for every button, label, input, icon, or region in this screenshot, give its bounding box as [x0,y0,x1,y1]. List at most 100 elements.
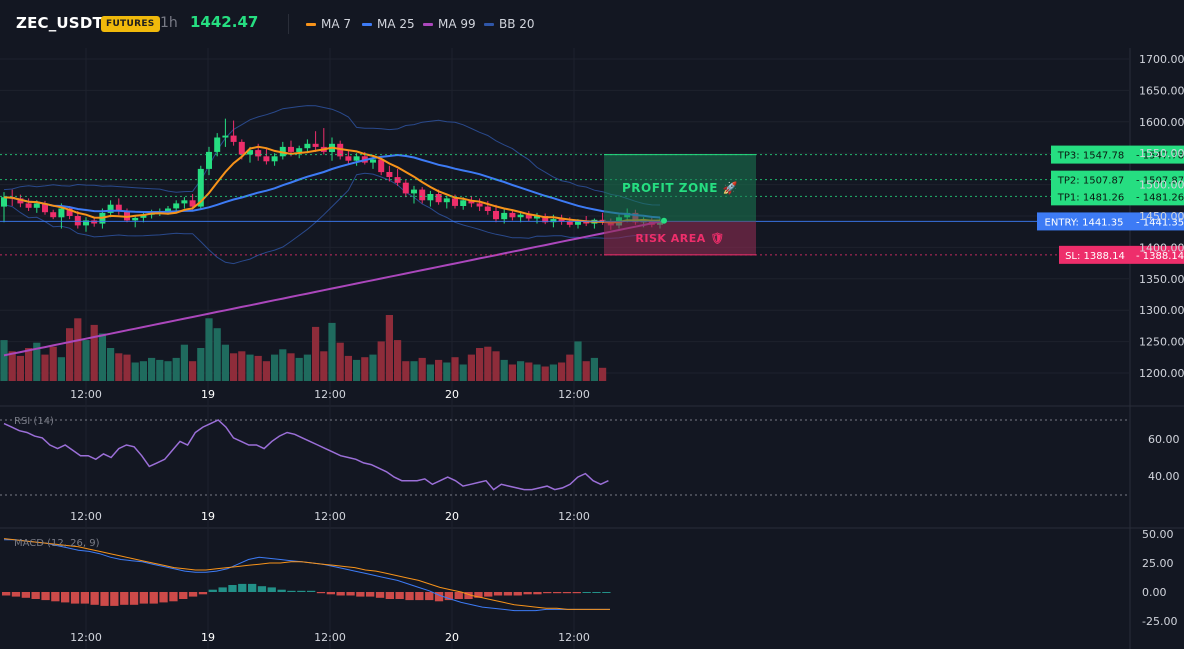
candle-body [427,194,434,201]
level-axis-value-tp1: - 1481.26 [1136,192,1184,203]
price-tick-label: 1450.00 [1139,210,1184,223]
ma7-line [3,145,661,224]
last-price: 1442.47 [190,13,259,31]
legend-bb20-label: BB 20 [499,17,535,31]
candle-body [33,203,40,208]
candle-body [394,177,401,183]
macd-histogram-bar [61,592,70,603]
volume-bar [377,341,385,381]
macd-histogram-bar [425,592,434,601]
macd-histogram-bar [336,592,345,596]
macd-histogram-bar [553,592,562,594]
candle-body [534,216,540,219]
candle [402,179,409,198]
bb20-swatch [484,22,494,26]
volume-bar [180,344,188,381]
volume-bar [590,357,598,381]
volume-bar [16,355,24,381]
candle [337,140,344,160]
rsi-time-label: 12:00 [70,510,102,523]
macd-histogram-bar [307,590,316,592]
legend-ma99[interactable]: MA 99 [423,17,476,31]
macd-histogram-bar [375,592,385,598]
time-tick-label: 12:00 [70,388,102,401]
candle [25,198,32,211]
symbol-name[interactable]: ZEC_USDT [16,14,103,32]
candle-body [476,203,483,207]
volume-bar [369,354,377,381]
volume-bar [418,357,426,381]
volume-bar [279,349,287,381]
candle-body [222,135,229,138]
volume-bar [172,357,180,381]
level-label-bg-tp3 [1051,145,1131,164]
macd-histogram-bar [602,592,611,593]
trade-zones: PROFIT ZONE 🚀 RISK AREA 🛡 [604,154,756,256]
volume-bar [123,354,131,381]
macd-histogram-bar [582,592,591,593]
level-axis-bg-tp1 [1131,187,1184,206]
candle-body [468,200,475,204]
level-axis-value-entry: - 1441.35 [1136,217,1184,228]
rsi-time-label: 20 [445,510,459,523]
legend-ma7-label: MA 7 [321,17,352,31]
macd-histogram-bar [228,585,237,592]
candle-body [124,211,130,221]
chart-background [0,48,1184,649]
volume-bar [451,357,459,381]
level-axis-bg-sl [1131,245,1184,264]
candle-body [238,141,245,155]
volume-bar [353,359,361,381]
candle-body [484,206,491,211]
legend-ma7[interactable]: MA 7 [306,17,351,31]
volume-bar [66,328,74,381]
macd-histogram-bar [2,592,11,596]
candle-body [91,220,98,224]
candle [345,150,352,165]
volume-bar [49,346,57,381]
candle [378,158,385,176]
volume-bar [33,342,41,381]
macd-time-label: 19 [201,631,215,644]
candle [222,118,229,147]
volume-bar [230,353,238,381]
volume-bar [139,361,147,381]
legend-bb20[interactable]: BB 20 [484,17,535,31]
candle [353,153,360,166]
macd-time-label: 12:00 [314,631,346,644]
macd-histogram-bar [493,592,503,596]
volume-bar [90,324,98,381]
grid-lines [0,48,1184,649]
candle-body [263,156,270,162]
macd-histogram-bar [110,592,119,606]
rsi-panel: 60.00 40.00 RSI (14) 12:00 19 12:00 20 12:00 [0,416,1180,523]
last-price-dot [661,217,667,224]
candle [542,213,549,225]
volume-bar [238,351,246,381]
interval-selector[interactable]: 1h [160,15,178,31]
volume-bar [361,357,369,381]
volume-bar [508,364,516,381]
volume-bar [312,326,320,381]
legend-ma25[interactable]: MA 25 [362,17,415,31]
candle-body [550,219,557,223]
candle-body [452,198,458,206]
candle-body [517,214,524,218]
volume-bar [205,318,213,381]
macd-histogram-bar [533,592,542,595]
price-tick-label: 1400.00 [1139,241,1184,254]
price-tick-label: 1300.00 [1139,304,1184,317]
candle-body [247,150,253,155]
macd-histogram-bar [248,583,257,592]
level-axis-value-tp2: - 1507.87 [1136,176,1184,187]
candle [427,190,434,207]
volume-bar [254,355,262,381]
candle [173,200,180,213]
volume-bar [484,346,492,381]
candle-body [386,172,393,177]
volume-bar [115,353,123,381]
volume-bar [189,361,197,381]
candle-body [255,150,262,157]
candle [1,192,7,223]
